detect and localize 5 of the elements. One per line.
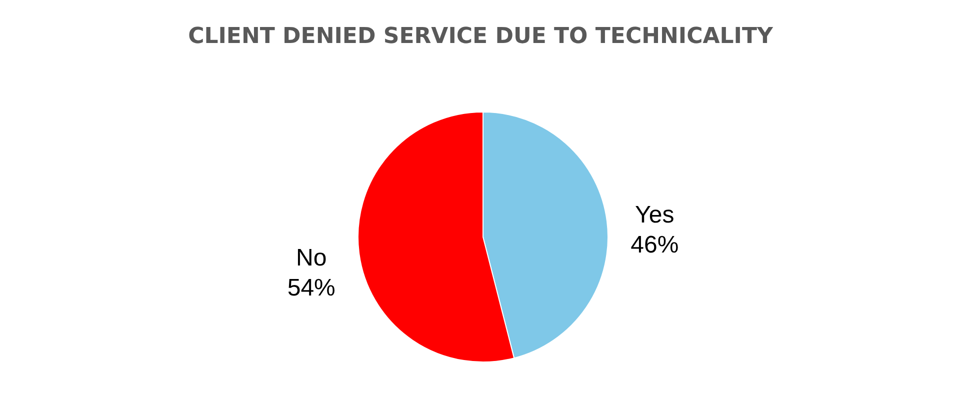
slice-label: Yes bbox=[635, 201, 674, 228]
slice-label: No bbox=[296, 244, 327, 272]
data-label: 54% bbox=[287, 274, 336, 302]
data-label: 46% bbox=[630, 231, 679, 258]
chart-title: CLIENT DENIED SERVICE DUE TO TECHNICALITY bbox=[188, 24, 774, 49]
